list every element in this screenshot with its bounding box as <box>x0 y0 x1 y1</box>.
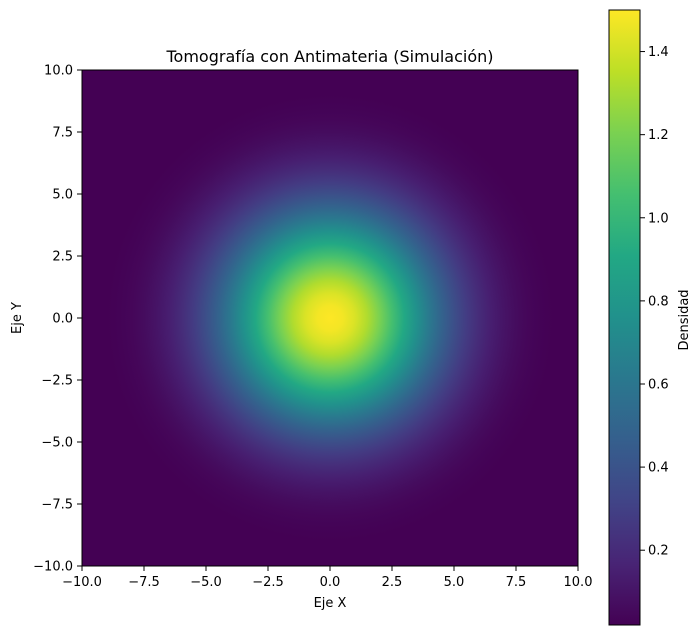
x-tick-label: 10.0 <box>564 575 593 590</box>
x-tick-label: 7.5 <box>506 575 527 590</box>
y-tick-label: 7.5 <box>52 126 73 141</box>
x-axis-label: Eje X <box>314 596 347 611</box>
x-axis: −10.0 −7.5 −5.0 −2.5 0.0 2.5 5.0 7.5 10.0 <box>62 566 592 590</box>
y-tick-label: −5.0 <box>41 436 73 451</box>
colorbar-tick-label: 0.8 <box>648 294 669 309</box>
y-tick-label: 2.5 <box>52 250 73 265</box>
heatmap-image <box>82 70 578 566</box>
colorbar-frame <box>608 9 641 626</box>
y-tick-label: 0.0 <box>52 312 73 327</box>
x-tick-label: −7.5 <box>128 575 160 590</box>
y-axis: −10.0 −7.5 −5.0 −2.5 0.0 2.5 5.0 7.5 10.0 <box>33 64 82 575</box>
colorbar-tick-label: 1.2 <box>648 128 669 143</box>
x-tick-label: −5.0 <box>190 575 222 590</box>
x-tick-label: 0.0 <box>320 575 341 590</box>
y-tick-label: −10.0 <box>33 560 73 575</box>
colorbar-label: Densidad <box>677 289 692 350</box>
y-tick-label: 10.0 <box>44 64 73 79</box>
colorbar-tick-label: 0.6 <box>648 377 669 392</box>
colorbar-tick-label: 1.4 <box>648 45 669 60</box>
x-tick-label: −2.5 <box>252 575 284 590</box>
x-tick-label: 5.0 <box>444 575 465 590</box>
plot-area <box>81 69 579 567</box>
colorbar-tick-label: 0.2 <box>648 544 669 559</box>
x-tick-label: −10.0 <box>62 575 102 590</box>
colorbar-tick-label: 0.4 <box>648 461 669 476</box>
colorbar-fill <box>609 10 640 625</box>
x-tick-label: 2.5 <box>382 575 403 590</box>
colorbar-ticks: 0.2 0.4 0.6 0.8 1.0 1.2 1.4 <box>640 45 669 559</box>
y-tick-label: 5.0 <box>52 188 73 203</box>
y-tick-label: −7.5 <box>41 498 73 513</box>
chart-title: Tomografía con Antimateria (Simulación) <box>166 47 494 66</box>
colorbar: 0.2 0.4 0.6 0.8 1.0 1.2 1.4 Densidad <box>608 9 692 626</box>
colorbar-tick-label: 1.0 <box>648 211 669 226</box>
y-tick-label: −2.5 <box>41 374 73 389</box>
y-axis-label: Eje Y <box>10 302 25 334</box>
